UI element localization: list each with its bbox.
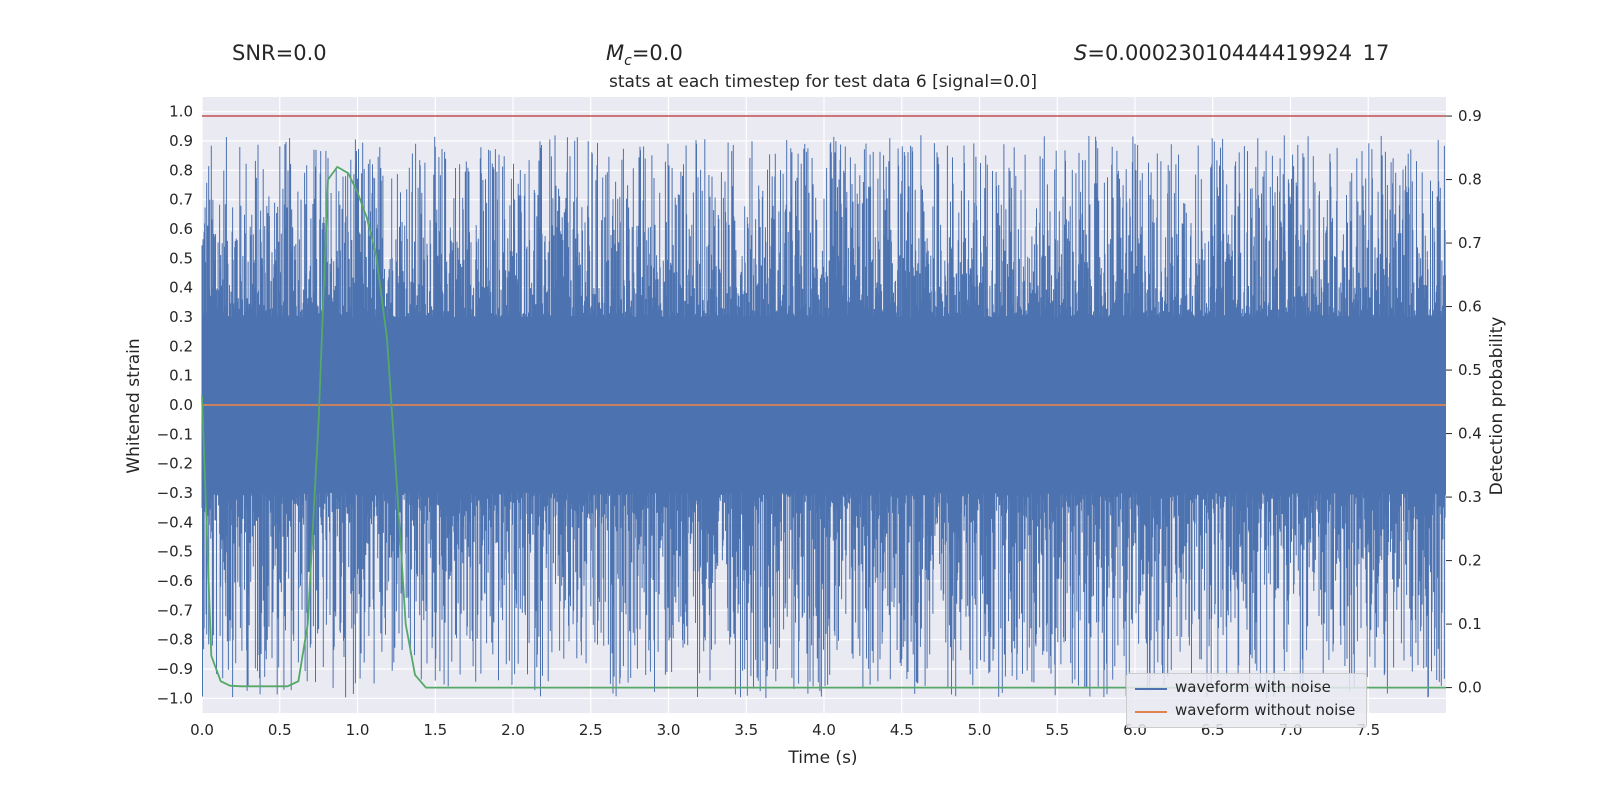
y-tick-label: −0.4 xyxy=(157,513,193,531)
x-tick-label: 4.0 xyxy=(812,721,836,739)
legend-label-noise: waveform with noise xyxy=(1175,678,1331,696)
x-tick-label: 0.5 xyxy=(268,721,292,739)
chirp-mass-value: =0.0 xyxy=(631,41,683,65)
y-tick-label: 0.8 xyxy=(169,161,193,179)
legend-label-clean: waveform without noise xyxy=(1175,701,1356,719)
y2-tick-label: 0.2 xyxy=(1458,552,1482,570)
chirp-mass-subscript: c xyxy=(624,53,632,70)
y2-tick-label: 0.0 xyxy=(1458,679,1482,697)
x-tick-label: 4.5 xyxy=(890,721,914,739)
y-tick-label: 0.0 xyxy=(169,396,193,414)
statistic-label: S=0.00023010444419924 17 xyxy=(1074,41,1389,65)
y-tick-label: −0.1 xyxy=(157,425,193,443)
statistic-symbol: S xyxy=(1074,41,1088,65)
y2-axis-label: Detection probability xyxy=(1487,316,1507,496)
x-tick-label: 2.0 xyxy=(501,721,525,739)
legend-swatch-clean xyxy=(1135,711,1167,713)
y2-tick-label: 0.5 xyxy=(1458,361,1482,379)
y2-tick-label: 0.3 xyxy=(1458,488,1482,506)
y-tick-label: 0.6 xyxy=(169,220,193,238)
y-tick-label: −0.3 xyxy=(157,484,193,502)
y-tick-label: 0.9 xyxy=(169,132,193,150)
y-tick-label: 0.7 xyxy=(169,191,193,209)
y-tick-label: −0.8 xyxy=(157,631,193,649)
x-tick-label: 5.5 xyxy=(1045,721,1069,739)
y2-tick-label: 0.7 xyxy=(1458,234,1482,252)
detection-probability-line xyxy=(201,165,1446,689)
x-tick-label: 2.5 xyxy=(579,721,603,739)
series-lines xyxy=(201,115,1446,689)
y-tick-label: −0.7 xyxy=(157,601,193,619)
y-tick-label: 0.4 xyxy=(169,279,193,297)
x-tick-label: 5.0 xyxy=(968,721,992,739)
statistic-value: =0.00023010444419924 17 xyxy=(1087,41,1390,65)
legend-entry-noise: waveform with noise xyxy=(1127,677,1366,699)
y2-tick-label: 0.8 xyxy=(1458,171,1482,189)
y2-tick-label: 0.9 xyxy=(1458,107,1482,125)
chirp-mass-symbol: M xyxy=(606,41,625,65)
y-axis-label: Whitened strain xyxy=(124,338,144,474)
y-tick-label: −1.0 xyxy=(157,689,193,707)
legend-entry-clean: waveform without noise xyxy=(1127,700,1366,722)
y2-tick-label: 0.4 xyxy=(1458,425,1482,443)
legend: waveform with noise waveform without noi… xyxy=(1126,673,1367,728)
snr-label: SNR=0.0 xyxy=(232,41,327,65)
y-tick-label: −0.2 xyxy=(157,455,193,473)
y-tick-label: −0.5 xyxy=(157,543,193,561)
x-tick-label: 3.0 xyxy=(657,721,681,739)
y2-tick-label: 0.1 xyxy=(1458,615,1482,633)
x-tick-label: 0.0 xyxy=(190,721,214,739)
y2-tick-label: 0.6 xyxy=(1458,298,1482,316)
x-tick-label: 1.5 xyxy=(423,721,447,739)
chart-title: stats at each timestep for test data 6 [… xyxy=(609,72,1037,92)
y-tick-label: 0.1 xyxy=(169,367,193,385)
x-tick-label: 1.0 xyxy=(346,721,370,739)
x-axis-label: Time (s) xyxy=(788,748,858,768)
y-tick-label: 1.0 xyxy=(169,103,193,121)
y-tick-label: 0.2 xyxy=(169,337,193,355)
y-tick-label: −0.9 xyxy=(157,660,193,678)
y-tick-label: 0.3 xyxy=(169,308,193,326)
legend-swatch-noise xyxy=(1135,688,1167,690)
y-tick-label: −0.6 xyxy=(157,572,193,590)
y-tick-label: 0.5 xyxy=(169,249,193,267)
x-tick-label: 3.5 xyxy=(734,721,758,739)
chirp-mass-label: Mc=0.0 xyxy=(606,41,683,69)
